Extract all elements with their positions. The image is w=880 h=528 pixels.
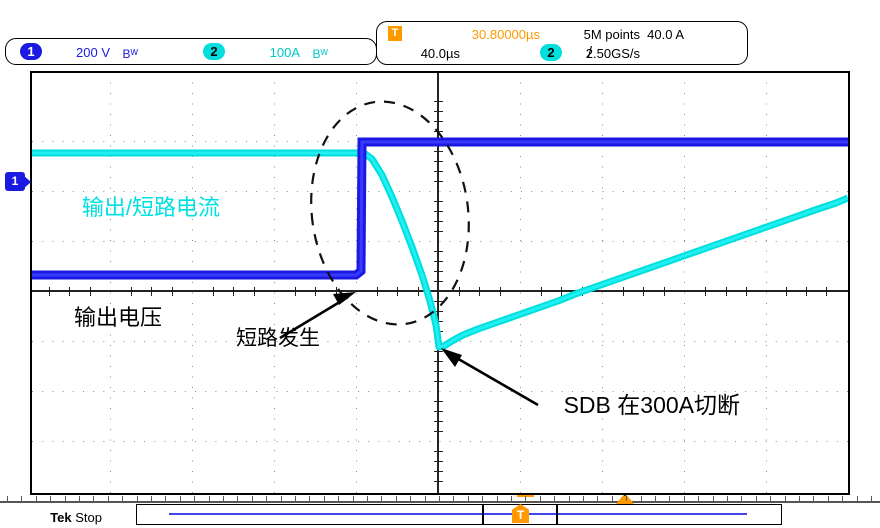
leader-short-circuit (279, 292, 356, 340)
ruler-tick (496, 496, 498, 501)
ruler-tick (683, 496, 685, 501)
ruler-tick (856, 496, 858, 501)
ruler-tick (439, 496, 440, 501)
trigger-position-label[interactable]: 30.80000µs (471, 27, 540, 42)
sample-rate-label[interactable]: 2.50GS/s (585, 46, 640, 61)
ruler-tick (539, 496, 541, 501)
ruler-tick (151, 496, 152, 501)
waveform-trace-ch2-core (30, 151, 848, 349)
trigger-icon[interactable]: T (388, 26, 402, 41)
channel-1-ground-marker[interactable]: 1 (5, 172, 31, 191)
annotation-output-current: 输出/短路电流 (81, 195, 220, 220)
ruler-tick (251, 496, 253, 501)
ruler-tick (784, 496, 786, 501)
ruler-tick (655, 496, 656, 501)
ruler-tick (280, 496, 282, 501)
marker-label: 1 (11, 174, 19, 188)
ruler-tick (727, 496, 728, 501)
ruler-tick (165, 496, 167, 501)
time-per-division-label[interactable]: 40.0µs (420, 46, 460, 61)
time-ruler (0, 501, 880, 503)
acquisition-state-label: Stop (75, 510, 102, 525)
ruler-tick (770, 496, 772, 501)
ruler-tick (482, 496, 484, 501)
ruler-tick (122, 496, 124, 501)
channel-2-coupling-icon[interactable]: Bᵂ (312, 47, 328, 61)
run-status-label: Tek Stop (50, 510, 102, 525)
channel-1-scale-label[interactable]: 200 V (76, 45, 110, 60)
waveform-trace-ch1-core (30, 140, 848, 277)
ruler-tick (525, 496, 527, 501)
channel-2-chip[interactable]: 2 (203, 43, 225, 60)
ruler-tick (813, 496, 815, 501)
ruler-tick (640, 496, 642, 501)
ruler-tick (223, 496, 224, 501)
waveform-graticule[interactable] (30, 71, 850, 495)
ruler-tick (842, 496, 844, 501)
annotation-sdb-cutoff: SDB 在300A切断 (563, 392, 740, 418)
record-overview-bar[interactable]: T (136, 504, 782, 526)
bottom-readout-bar: 1 200 V Bᵂ 2 100A Bᵂ 40.0µs 2.50GS/s 5M … (0, 4, 880, 66)
ruler-tick (107, 496, 109, 501)
ruler-tick (179, 496, 181, 501)
ruler-tick (194, 496, 196, 501)
channel-1-chip[interactable]: 1 (20, 43, 42, 60)
ruler-tick (583, 496, 584, 501)
ruler-tick (208, 496, 210, 501)
ruler-tick (511, 496, 512, 501)
ruler-tick (827, 496, 829, 501)
ruler-tick (741, 496, 743, 501)
ruler-tick (266, 496, 268, 501)
ruler-tick (669, 496, 671, 501)
ruler-tick (611, 496, 613, 501)
ruler-tick (568, 496, 570, 501)
ruler-tick (698, 496, 700, 501)
ruler-tick (7, 496, 8, 501)
event-highlight-ellipse (310, 100, 470, 326)
ruler-tick (309, 496, 311, 501)
ruler-tick (35, 496, 37, 501)
waveform-layer (30, 100, 848, 407)
ruler-tick (381, 496, 383, 501)
ruler-tick (237, 496, 239, 501)
trigger-source-chip[interactable]: 2 (540, 44, 562, 61)
channel-1-coupling-icon[interactable]: Bᵂ (122, 47, 138, 61)
ruler-tick (93, 496, 95, 501)
top-status-bar: Tek Stop T T (0, 476, 880, 526)
ruler-tick (21, 496, 23, 501)
ruler-tick (338, 496, 340, 501)
ruler-tick (410, 496, 412, 501)
ruler-tick (467, 496, 469, 501)
ruler-tick (50, 496, 52, 501)
ruler-tick (597, 496, 599, 501)
ruler-tick (79, 496, 80, 501)
ruler-tick (367, 496, 368, 501)
ruler-tick (453, 496, 455, 501)
ruler-tick (712, 496, 714, 501)
overview-waveform-trace (169, 513, 747, 515)
ruler-tick (871, 496, 872, 501)
ruler-tick (554, 496, 556, 501)
ruler-tick (424, 496, 426, 501)
ruler-tick (799, 496, 800, 501)
ruler-tick (395, 496, 397, 501)
trigger-level-label[interactable]: 40.0 A (647, 27, 684, 42)
ruler-tick (755, 496, 757, 501)
leader-sdb-cutoff (441, 348, 539, 407)
ruler-tick (323, 496, 325, 501)
trigger-slope-icon[interactable]: / (587, 44, 592, 61)
ruler-tick (295, 496, 296, 501)
ruler-tick (136, 496, 138, 501)
ruler-tick (352, 496, 354, 501)
record-length-label[interactable]: 5M points (583, 27, 640, 42)
channel-2-scale-label[interactable]: 100A (269, 45, 300, 60)
annotation-short-circuit: 短路发生 (236, 327, 320, 350)
brand-label: Tek (50, 510, 72, 525)
annotation-output-voltage: 输出电压 (73, 305, 162, 330)
ruler-tick (64, 496, 66, 501)
ruler-tick (626, 496, 628, 501)
